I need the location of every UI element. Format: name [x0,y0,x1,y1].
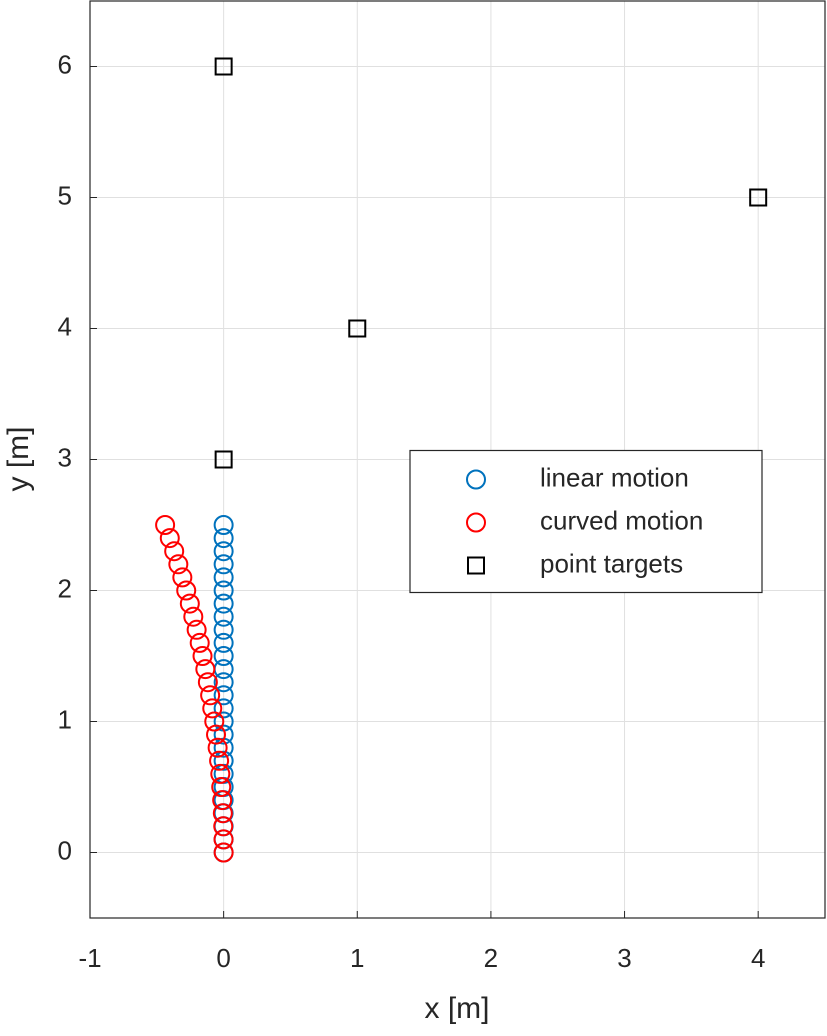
marker [210,763,231,784]
marker [213,672,234,693]
y-tick-label: 3 [58,442,72,472]
marker [213,528,234,549]
marker [192,646,213,666]
marker [214,450,233,469]
marker [200,685,221,706]
x-tick-label: 3 [617,943,631,973]
marker [189,632,210,653]
marker [213,724,234,745]
y-axis-label: y [m] [2,427,35,492]
marker [195,659,216,680]
x-tick-label: 0 [216,943,230,973]
marker [159,528,180,549]
marker [213,632,234,653]
legend-label: point targets [540,548,683,578]
marker [168,554,189,575]
marker [213,541,234,562]
marker [749,188,768,207]
legend-marker [467,556,485,575]
legend-label: linear motion [540,462,689,492]
y-tick-label: 5 [58,180,72,210]
x-tick-label: 2 [484,943,498,973]
marker [213,567,234,588]
marker [206,724,227,745]
legend-marker [466,512,486,533]
marker [213,646,234,666]
marker [179,593,200,614]
legend-label: curved motion [540,505,703,535]
marker [202,698,223,719]
marker [213,580,234,601]
marker [212,790,233,811]
marker [213,816,234,837]
marker [213,698,234,719]
legend-marker [466,469,486,490]
marker [155,515,176,535]
marker [176,580,197,601]
plot-frame [89,0,826,919]
marker [213,842,234,863]
y-tick-label: 6 [58,49,72,79]
marker [213,750,234,771]
marker [213,606,234,627]
marker [213,554,234,575]
y-tick-label: 4 [58,311,72,341]
marker [186,619,207,640]
marker [204,711,225,732]
marker [212,803,233,824]
marker [211,777,232,797]
marker [172,567,193,588]
marker [348,319,367,338]
marker [214,57,233,76]
marker [183,606,204,627]
marker [197,672,218,693]
marker [213,829,234,850]
marker [209,750,230,771]
marker [213,619,234,640]
marker [164,541,185,562]
x-tick-label: -1 [78,943,101,973]
marker [207,737,228,758]
x-axis-label: x [m] [425,992,490,1025]
y-tick-label: 0 [58,835,72,865]
marker [213,515,234,535]
x-tick-label: 1 [350,943,364,973]
marker [213,685,234,706]
y-tick-label: 2 [58,573,72,603]
x-tick-label: 4 [751,943,765,973]
y-tick-label: 1 [58,704,72,734]
marker [213,593,234,614]
